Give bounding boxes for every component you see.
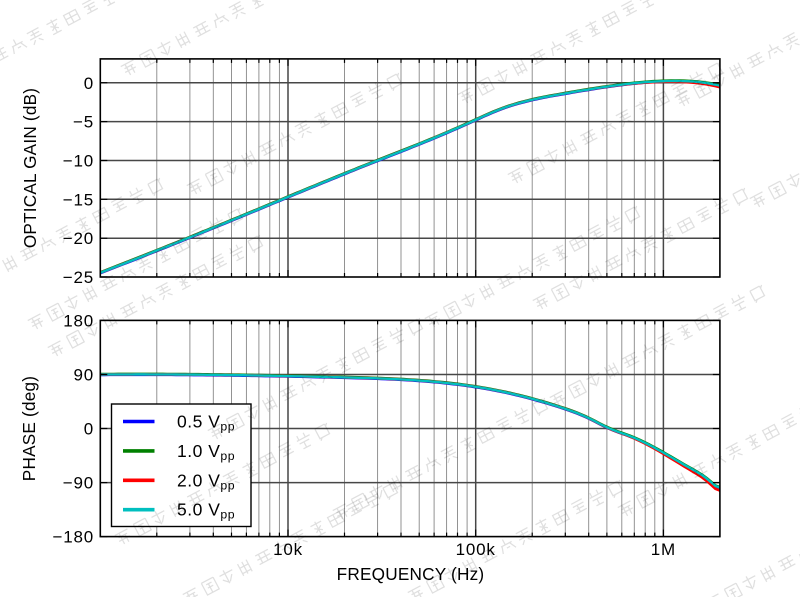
svg-text:PHASE (deg): PHASE (deg) (19, 376, 39, 481)
svg-text:−5: −5 (73, 113, 94, 132)
svg-text:180: 180 (63, 311, 94, 330)
svg-text:1M: 1M (651, 540, 676, 559)
svg-text:−15: −15 (63, 190, 94, 209)
svg-text:−20: −20 (63, 229, 94, 248)
svg-text:−25: −25 (63, 268, 94, 287)
svg-text:0: 0 (84, 74, 94, 93)
svg-text:2.0 Vpp: 2.0 Vpp (177, 470, 235, 492)
svg-text:1.0 Vpp: 1.0 Vpp (177, 441, 235, 463)
svg-text:0.5 Vpp: 0.5 Vpp (177, 412, 235, 434)
svg-text:−180: −180 (53, 528, 95, 547)
svg-text:100k: 100k (456, 540, 496, 559)
svg-text:−10: −10 (63, 152, 94, 171)
svg-text:0: 0 (84, 420, 94, 439)
svg-text:5.0 Vpp: 5.0 Vpp (177, 500, 235, 522)
svg-text:90: 90 (73, 366, 94, 385)
svg-text:10k: 10k (273, 540, 303, 559)
svg-text:OPTICAL GAIN (dB): OPTICAL GAIN (dB) (20, 88, 40, 248)
svg-text:FREQUENCY (Hz): FREQUENCY (Hz) (337, 564, 485, 584)
svg-text:−90: −90 (63, 474, 94, 493)
